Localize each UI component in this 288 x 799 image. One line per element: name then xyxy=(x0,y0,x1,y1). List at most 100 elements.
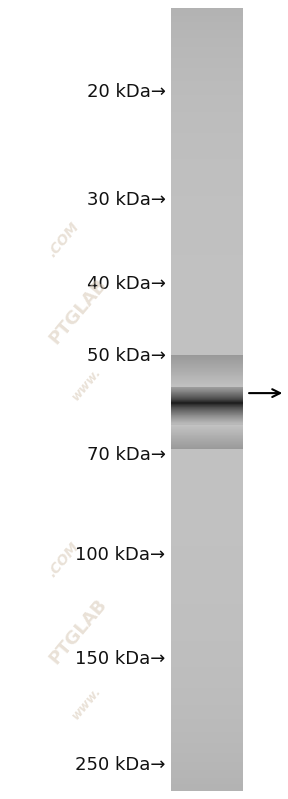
Bar xyxy=(171,544,243,546)
Bar xyxy=(171,663,243,665)
Bar xyxy=(171,299,243,300)
Bar xyxy=(171,469,243,470)
Text: 250 kDa→: 250 kDa→ xyxy=(75,757,166,774)
Bar xyxy=(171,616,243,618)
Bar xyxy=(171,192,243,193)
Bar xyxy=(171,659,243,661)
Bar xyxy=(171,149,243,150)
Bar xyxy=(171,598,243,599)
Bar xyxy=(171,248,243,249)
Bar xyxy=(171,472,243,474)
Bar xyxy=(171,208,243,209)
Bar xyxy=(171,140,243,141)
Bar xyxy=(171,358,243,359)
Bar xyxy=(171,511,243,513)
Bar xyxy=(171,418,243,419)
Text: 30 kDa→: 30 kDa→ xyxy=(87,191,166,209)
Bar xyxy=(171,212,243,213)
Bar xyxy=(171,10,243,12)
Bar xyxy=(171,535,243,537)
Bar xyxy=(171,220,243,221)
Bar xyxy=(171,576,243,577)
Bar xyxy=(171,361,243,362)
Bar xyxy=(171,226,243,227)
Bar xyxy=(171,92,243,93)
Bar xyxy=(171,495,243,496)
Bar xyxy=(171,101,243,102)
Bar xyxy=(171,744,243,745)
Bar xyxy=(171,526,243,527)
Bar xyxy=(171,590,243,591)
Bar xyxy=(171,548,243,550)
Bar xyxy=(171,674,243,675)
Bar xyxy=(171,344,243,346)
Bar xyxy=(171,380,243,381)
Bar xyxy=(171,237,243,239)
Bar xyxy=(171,577,243,578)
Bar xyxy=(171,773,243,774)
Bar xyxy=(171,729,243,731)
Bar xyxy=(171,764,243,765)
Bar xyxy=(171,595,243,597)
Bar xyxy=(171,569,243,570)
Bar xyxy=(171,640,243,641)
Bar xyxy=(171,666,243,667)
Bar xyxy=(171,213,243,214)
Bar xyxy=(171,185,243,187)
Bar xyxy=(171,273,243,274)
Bar xyxy=(171,154,243,156)
Bar xyxy=(171,470,243,471)
Bar xyxy=(171,614,243,615)
Bar xyxy=(171,665,243,666)
Bar xyxy=(171,132,243,133)
Bar xyxy=(171,710,243,711)
Bar xyxy=(171,387,243,388)
Bar xyxy=(171,465,243,466)
Bar xyxy=(171,682,243,684)
Bar xyxy=(171,305,243,307)
Bar xyxy=(171,500,243,501)
Bar xyxy=(171,342,243,344)
Text: www.: www. xyxy=(69,684,104,722)
Bar xyxy=(171,35,243,37)
Bar xyxy=(171,608,243,610)
Bar xyxy=(171,90,243,92)
Bar xyxy=(171,43,243,45)
Bar xyxy=(171,244,243,245)
Bar xyxy=(171,173,243,175)
Text: 150 kDa→: 150 kDa→ xyxy=(75,650,166,668)
Bar xyxy=(171,594,243,595)
Bar xyxy=(171,38,243,39)
Bar xyxy=(171,651,243,653)
Bar xyxy=(171,383,243,384)
Bar xyxy=(171,119,243,120)
Bar xyxy=(171,18,243,20)
Bar xyxy=(171,475,243,476)
Bar xyxy=(171,782,243,783)
Bar xyxy=(171,735,243,736)
Bar xyxy=(171,692,243,693)
Bar xyxy=(171,650,243,651)
Bar xyxy=(171,568,243,569)
Bar xyxy=(171,266,243,268)
Bar xyxy=(171,50,243,51)
Bar xyxy=(171,637,243,638)
Bar xyxy=(171,457,243,459)
Bar xyxy=(171,189,243,191)
Bar xyxy=(171,373,243,375)
Bar xyxy=(171,24,243,25)
Bar xyxy=(171,269,243,270)
Bar xyxy=(171,170,243,171)
Bar xyxy=(171,86,243,88)
Bar xyxy=(171,383,243,384)
Bar xyxy=(171,312,243,313)
Bar xyxy=(171,772,243,773)
Bar xyxy=(171,700,243,701)
Bar xyxy=(171,120,243,121)
Bar xyxy=(171,785,243,787)
Bar xyxy=(171,284,243,286)
Bar xyxy=(171,757,243,758)
Bar xyxy=(171,547,243,548)
Bar xyxy=(171,582,243,583)
Bar xyxy=(171,725,243,727)
